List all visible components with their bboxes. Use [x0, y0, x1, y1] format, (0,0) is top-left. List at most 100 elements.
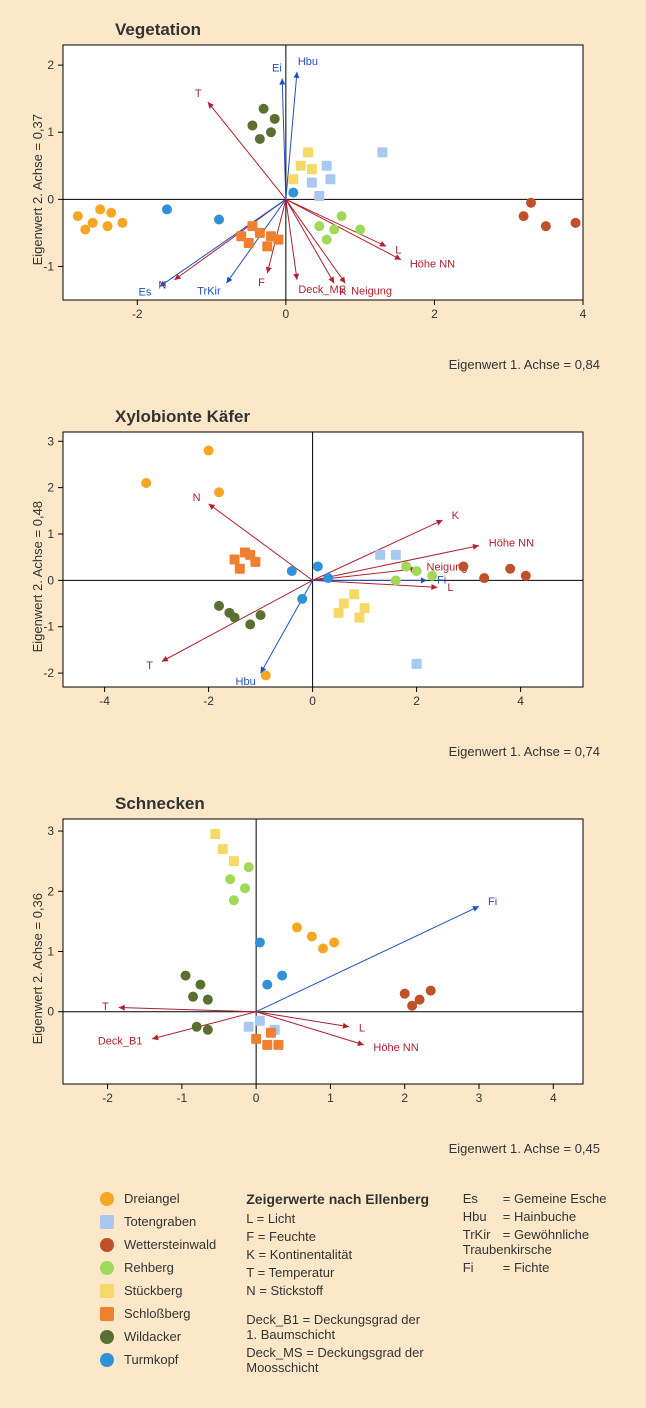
legend-swatch — [100, 1353, 114, 1367]
charts-host: Vegetation Eigenwert 2. Achse = 0,37 -2 0… — [30, 20, 616, 1156]
x-axis-label: Eigenwert 1. Achse = 0,84 — [30, 357, 610, 372]
svg-text:1: 1 — [47, 125, 54, 139]
legend-label: Turmkopf — [124, 1352, 178, 1367]
zeigerwert-item: L = Licht — [246, 1211, 432, 1226]
species-item: Es= Gemeine Esche — [463, 1191, 616, 1206]
svg-text:Hbu: Hbu — [236, 676, 256, 688]
svg-text:Höhe NN: Höhe NN — [373, 1042, 418, 1054]
zeigerwerte-title: Zeigerwerte nach Ellenberg — [246, 1191, 432, 1207]
svg-text:2: 2 — [47, 58, 54, 72]
svg-text:-1: -1 — [177, 1091, 188, 1105]
svg-text:2: 2 — [401, 1091, 408, 1105]
svg-text:TrKir: TrKir — [197, 285, 221, 297]
legend-swatch — [100, 1238, 114, 1252]
svg-text:T: T — [195, 88, 202, 100]
svg-text:K: K — [339, 286, 347, 298]
svg-text:T: T — [146, 660, 153, 672]
zeigerwert-item: F = Feuchte — [246, 1229, 432, 1244]
svg-text:Ei: Ei — [272, 63, 282, 75]
legend-label: Rehberg — [124, 1260, 174, 1275]
svg-text:-2: -2 — [132, 307, 143, 321]
svg-text:0: 0 — [47, 192, 54, 206]
svg-text:2: 2 — [47, 884, 54, 898]
species-item: Hbu= Hainbuche — [463, 1209, 616, 1224]
legend-label: Stückberg — [124, 1283, 183, 1298]
svg-text:Hbu: Hbu — [298, 56, 318, 68]
legend-swatch — [100, 1215, 114, 1229]
svg-text:L: L — [395, 245, 401, 257]
legend-item: Dreiangel — [100, 1191, 216, 1206]
deck-line: Deck_B1 = Deckungsgrad der 1. Baumschich… — [246, 1312, 432, 1342]
svg-text:0: 0 — [283, 307, 290, 321]
svg-text:K: K — [452, 510, 460, 522]
chart-title: Xylobionte Käfer — [115, 407, 616, 427]
svg-text:-2: -2 — [43, 666, 54, 680]
svg-text:3: 3 — [476, 1091, 483, 1105]
svg-text:Neigung: Neigung — [351, 285, 392, 297]
svg-text:-2: -2 — [102, 1091, 113, 1105]
y-axis-label: Eigenwert 2. Achse = 0,48 — [30, 501, 45, 652]
zeigerwert-item: T = Temperatur — [246, 1265, 432, 1280]
legend-label: Schloßberg — [124, 1306, 190, 1321]
legend-sites: Dreiangel Totengraben Wettersteinwald Rehbe… — [100, 1191, 216, 1378]
legend-swatch — [100, 1284, 114, 1298]
svg-text:Höhe NN: Höhe NN — [410, 258, 455, 270]
svg-text:0: 0 — [309, 694, 316, 708]
svg-text:2: 2 — [47, 481, 54, 495]
y-axis-label: Eigenwert 2. Achse = 0,36 — [30, 893, 45, 1044]
deck-line: Deck_MS = Deckungsgrad der Moosschicht — [246, 1345, 432, 1375]
svg-text:1: 1 — [47, 945, 54, 959]
species-item: TrKir= Gewöhnliche Traubenkirsche — [463, 1227, 616, 1257]
svg-text:3: 3 — [47, 824, 54, 838]
svg-text:4: 4 — [550, 1091, 557, 1105]
legend: Dreiangel Totengraben Wettersteinwald Rehbe… — [100, 1191, 616, 1378]
chart-title: Schnecken — [115, 794, 616, 814]
svg-text:0: 0 — [47, 1005, 54, 1019]
svg-text:1: 1 — [327, 1091, 334, 1105]
svg-text:Fi: Fi — [437, 574, 446, 586]
chart-title: Vegetation — [115, 20, 616, 40]
legend-item: Rehberg — [100, 1260, 216, 1275]
svg-text:2: 2 — [431, 307, 438, 321]
svg-text:Höhe NN: Höhe NN — [489, 538, 534, 550]
legend-item: Turmkopf — [100, 1352, 216, 1367]
svg-text:0: 0 — [47, 573, 54, 587]
svg-text:Deck_B1: Deck_B1 — [98, 1035, 143, 1047]
y-axis-label: Eigenwert 2. Achse = 0,37 — [30, 114, 45, 265]
legend-item: Wildacker — [100, 1329, 216, 1344]
svg-text:1: 1 — [47, 527, 54, 541]
legend-label: Wettersteinwald — [124, 1237, 216, 1252]
zeigerwert-item: N = Stickstoff — [246, 1283, 432, 1298]
svg-text:4: 4 — [580, 307, 587, 321]
x-axis-label: Eigenwert 1. Achse = 0,45 — [30, 1141, 610, 1156]
legend-label: Dreiangel — [124, 1191, 180, 1206]
svg-text:F: F — [258, 277, 265, 289]
svg-text:3: 3 — [47, 434, 54, 448]
legend-swatch — [100, 1261, 114, 1275]
legend-zeigerwerte: Zeigerwerte nach Ellenberg L = Licht F = … — [246, 1191, 432, 1378]
svg-text:0: 0 — [253, 1091, 260, 1105]
legend-item: Totengraben — [100, 1214, 216, 1229]
svg-text:L: L — [359, 1022, 365, 1034]
svg-text:-2: -2 — [203, 694, 214, 708]
chart-vegetation: Vegetation Eigenwert 2. Achse = 0,37 -2 0… — [30, 20, 616, 372]
svg-text:Fi: Fi — [488, 896, 497, 908]
svg-text:2: 2 — [413, 694, 420, 708]
svg-text:Es: Es — [138, 286, 151, 298]
legend-label: Wildacker — [124, 1329, 181, 1344]
legend-swatch — [100, 1192, 114, 1206]
zeigerwert-item: K = Kontinentalität — [246, 1247, 432, 1262]
legend-species: Es= Gemeine Esche Hbu= Hainbuche TrKir= Ge… — [463, 1191, 616, 1378]
legend-swatch — [100, 1330, 114, 1344]
chart-xylobionte-käfer: Xylobionte Käfer Eigenwert 2. Achse = 0,… — [30, 407, 616, 759]
legend-label: Totengraben — [124, 1214, 196, 1229]
page: Vegetation Eigenwert 2. Achse = 0,37 -2 0… — [0, 0, 646, 1408]
svg-text:4: 4 — [517, 694, 524, 708]
chart-schnecken: Schnecken Eigenwert 2. Achse = 0,36 -2 -1… — [30, 794, 616, 1156]
legend-item: Schloßberg — [100, 1306, 216, 1321]
legend-swatch — [100, 1307, 114, 1321]
svg-text:L: L — [447, 582, 453, 594]
svg-text:T: T — [102, 1001, 109, 1013]
legend-item: Wettersteinwald — [100, 1237, 216, 1252]
legend-item: Stückberg — [100, 1283, 216, 1298]
